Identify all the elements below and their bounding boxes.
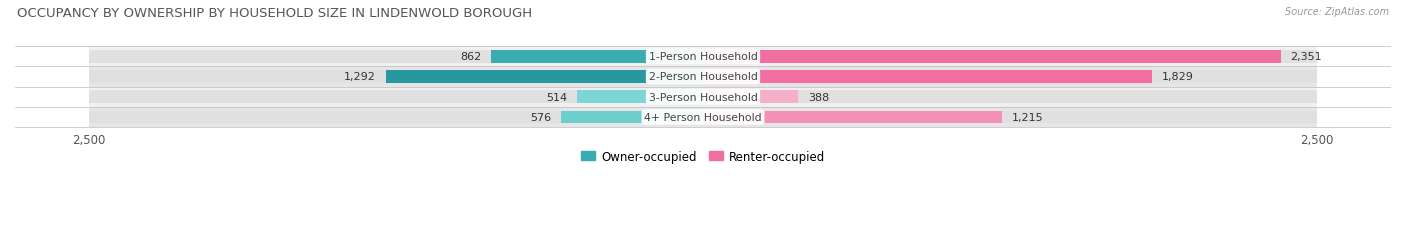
Text: 1,292: 1,292	[344, 72, 375, 82]
Legend: Owner-occupied, Renter-occupied: Owner-occupied, Renter-occupied	[576, 145, 830, 167]
Bar	[89, 111, 703, 124]
Text: 514: 514	[546, 92, 567, 102]
Bar	[703, 111, 1317, 124]
Bar	[703, 91, 1317, 103]
Text: 2,351: 2,351	[1291, 52, 1322, 62]
Text: 862: 862	[460, 52, 481, 62]
Text: 1-Person Household: 1-Person Household	[648, 52, 758, 62]
Bar	[89, 87, 1317, 107]
Bar	[491, 51, 703, 63]
Bar	[703, 71, 1317, 83]
Text: 4+ Person Household: 4+ Person Household	[644, 112, 762, 122]
Bar	[385, 71, 703, 83]
Bar	[703, 51, 1281, 63]
Bar	[89, 67, 1317, 87]
Bar	[89, 107, 1317, 128]
Text: Source: ZipAtlas.com: Source: ZipAtlas.com	[1285, 7, 1389, 17]
Bar	[89, 47, 1317, 67]
Text: 2-Person Household: 2-Person Household	[648, 72, 758, 82]
Bar	[561, 111, 703, 124]
Bar	[89, 51, 703, 63]
Bar	[576, 91, 703, 103]
Bar	[703, 51, 1317, 63]
Text: OCCUPANCY BY OWNERSHIP BY HOUSEHOLD SIZE IN LINDENWOLD BOROUGH: OCCUPANCY BY OWNERSHIP BY HOUSEHOLD SIZE…	[17, 7, 531, 20]
Bar	[703, 111, 1001, 124]
Text: 1,215: 1,215	[1011, 112, 1043, 122]
Bar	[89, 91, 703, 103]
Bar	[703, 91, 799, 103]
Text: 3-Person Household: 3-Person Household	[648, 92, 758, 102]
Text: 388: 388	[808, 92, 830, 102]
Text: 1,829: 1,829	[1163, 72, 1194, 82]
Text: 576: 576	[530, 112, 551, 122]
Bar	[89, 71, 703, 83]
Bar	[703, 71, 1153, 83]
